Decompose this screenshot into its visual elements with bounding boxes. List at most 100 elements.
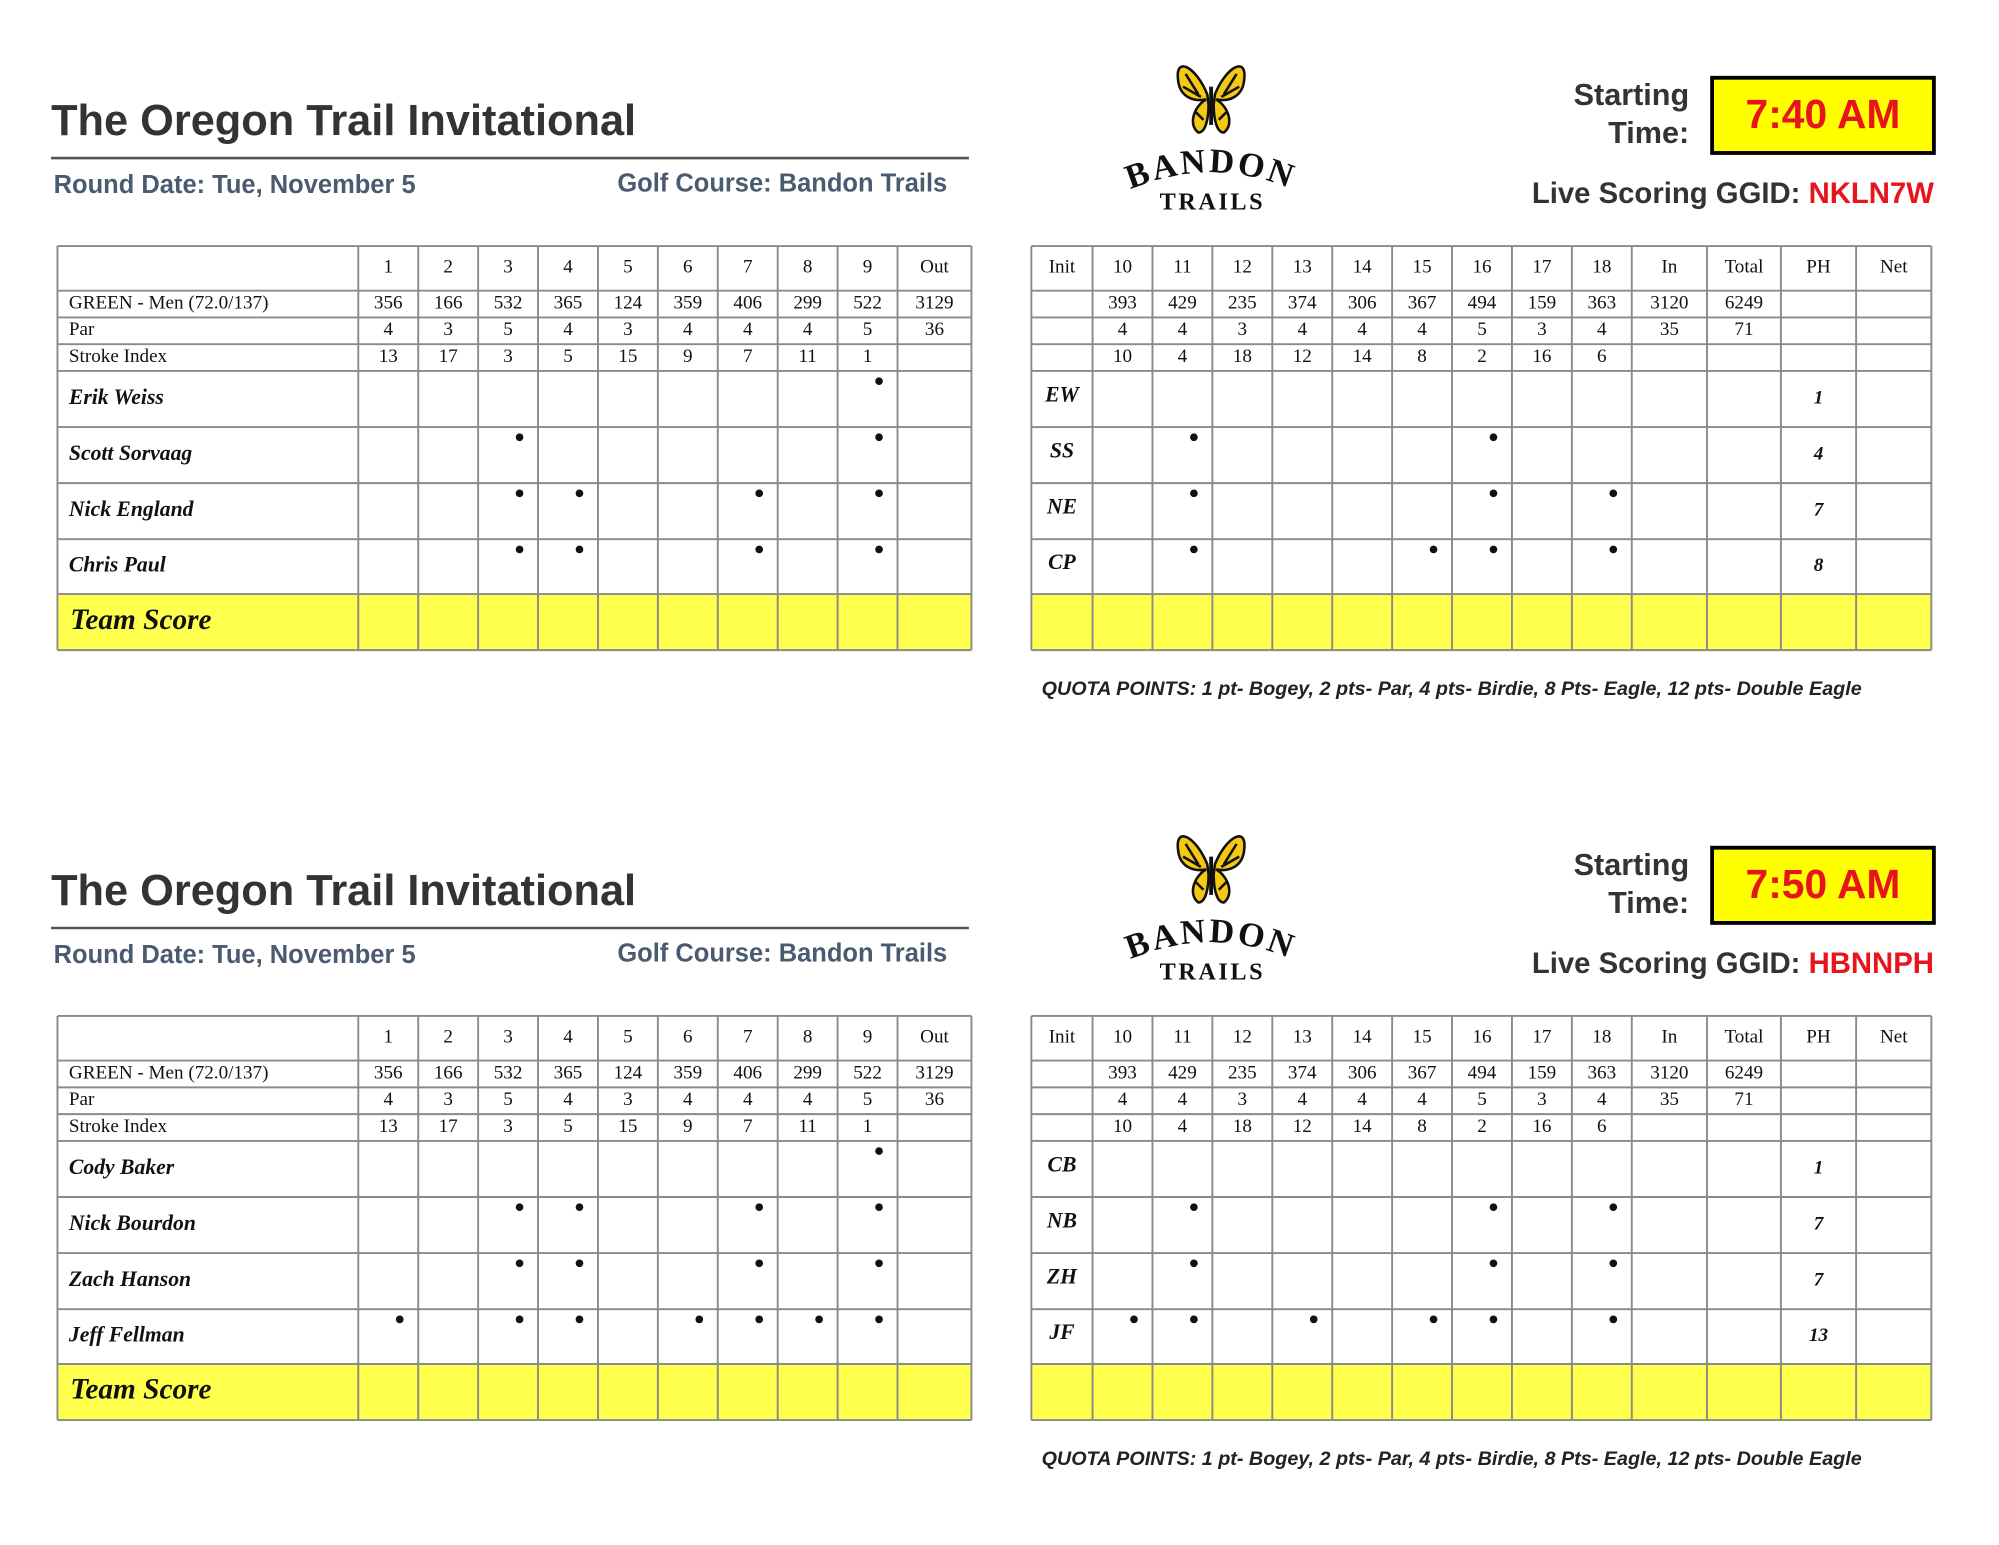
hole-header: 8 xyxy=(803,257,813,278)
stroke-dot xyxy=(395,1315,404,1324)
starting-time: 7:50 AM xyxy=(1746,861,1901,907)
par: 4 xyxy=(803,1089,813,1110)
stroke-dot xyxy=(1609,1315,1618,1324)
hole-header: 13 xyxy=(1293,1027,1312,1048)
stroke-index: 16 xyxy=(1532,1116,1551,1137)
par: 4 xyxy=(1118,319,1128,340)
hole-header: 12 xyxy=(1233,1027,1252,1048)
starting-time-box xyxy=(1710,75,1936,155)
yardage: 374 xyxy=(1288,292,1317,313)
playing-handicap: 7 xyxy=(1814,500,1825,521)
yardage: 494 xyxy=(1468,292,1497,313)
stroke-dot xyxy=(875,1203,883,1212)
hole-header: 4 xyxy=(563,257,573,278)
yardage: 363 xyxy=(1587,292,1616,313)
stroke-dot xyxy=(1609,489,1618,498)
stroke-dot xyxy=(515,545,524,554)
player-name: Jeff Fellman xyxy=(68,1323,185,1347)
stroke-dot xyxy=(755,489,764,498)
yardage: 306 xyxy=(1348,1062,1377,1083)
team-score-fill xyxy=(1031,594,1932,651)
hole-header: 4 xyxy=(563,1027,573,1048)
starting-time-label: Time: xyxy=(1608,886,1689,920)
stroke-dot xyxy=(1190,1203,1198,1212)
yardage: 356 xyxy=(374,292,403,313)
scorecard: The Oregon Trail Invitational Round Date:… xyxy=(51,65,1936,700)
hole-header: In xyxy=(1661,1027,1677,1048)
hole-header: 11 xyxy=(1173,1027,1191,1048)
playing-handicap: 4 xyxy=(1813,443,1824,464)
hole-header: Out xyxy=(920,257,949,278)
stroke-index: 14 xyxy=(1353,346,1373,367)
yardage: 166 xyxy=(434,292,463,313)
player-initials: EW xyxy=(1044,382,1080,406)
hole-header: 9 xyxy=(863,257,873,278)
stroke-index: 15 xyxy=(618,1116,637,1137)
team-score-label: Team Score xyxy=(70,604,211,636)
hole-header: In xyxy=(1661,257,1677,278)
hole-header: 14 xyxy=(1353,1027,1373,1048)
ggid: NKLN7W xyxy=(1809,177,1935,210)
par: 71 xyxy=(1734,319,1753,340)
yardage: 363 xyxy=(1587,1062,1616,1083)
si-label: Stroke Index xyxy=(69,346,168,367)
yardage: 406 xyxy=(733,292,762,313)
player-initials: SS xyxy=(1050,439,1074,463)
hole-header: 10 xyxy=(1113,257,1132,278)
stroke-index: 17 xyxy=(439,346,458,367)
player-initials: NB xyxy=(1046,1208,1077,1232)
hole-header: 9 xyxy=(863,1027,873,1048)
stroke-dot xyxy=(875,1315,883,1324)
stroke-index: 17 xyxy=(439,1116,458,1137)
hole-header: 7 xyxy=(743,257,753,278)
stroke-dot xyxy=(1489,1315,1498,1324)
stroke-index: 5 xyxy=(563,346,573,367)
logo-sub: TRAILS xyxy=(1160,958,1265,985)
stroke-dot xyxy=(695,1315,704,1324)
stroke-dot xyxy=(1489,489,1498,498)
player-name: Scott Sorvaag xyxy=(69,441,193,465)
stroke-dot xyxy=(875,433,883,442)
par: 3 xyxy=(623,319,633,340)
par: 5 xyxy=(863,319,873,340)
stroke-index: 8 xyxy=(1417,1116,1427,1137)
stroke-dot xyxy=(575,1315,584,1324)
par: 4 xyxy=(563,319,573,340)
par: 4 xyxy=(383,319,393,340)
starting-time-label: Starting xyxy=(1574,78,1690,112)
hole-header: Out xyxy=(920,1027,949,1048)
hole-header: 5 xyxy=(623,1027,633,1048)
playing-handicap: 13 xyxy=(1809,1325,1829,1346)
stroke-dot xyxy=(755,545,764,554)
stroke-index: 18 xyxy=(1233,346,1252,367)
par: 4 xyxy=(1597,319,1607,340)
playing-handicap: 1 xyxy=(1814,387,1824,408)
tee-label: GREEN - Men (72.0/137) xyxy=(69,292,269,313)
scorecard: The Oregon Trail Invitational Round Date:… xyxy=(51,835,1936,1470)
hole-header: 3 xyxy=(503,1027,513,1048)
playing-handicap: 7 xyxy=(1814,1270,1825,1291)
stroke-index: 16 xyxy=(1532,346,1551,367)
logo-sub: TRAILS xyxy=(1160,189,1265,216)
stroke-index: 2 xyxy=(1477,346,1487,367)
stroke-dot xyxy=(515,433,524,442)
starting-time-label: Time: xyxy=(1608,116,1689,150)
starting-time-box xyxy=(1710,845,1936,925)
stroke-dot xyxy=(1190,545,1198,554)
yardage: 3129 xyxy=(915,1062,953,1083)
player-initials: NE xyxy=(1046,495,1077,519)
stroke-dot xyxy=(515,489,524,498)
yardage: 6249 xyxy=(1725,292,1763,313)
hole-header: 16 xyxy=(1472,257,1491,278)
hole-header: 15 xyxy=(1413,257,1432,278)
stroke-index: 13 xyxy=(379,1116,398,1137)
stroke-dot xyxy=(1190,433,1198,442)
hole-header: 7 xyxy=(743,1027,753,1048)
yardage: 429 xyxy=(1168,292,1197,313)
stroke-dot xyxy=(1429,545,1438,554)
front-nine-table: 1 2 3 4 5 6 7 8 9 Out GREEN - Men (72.0/137) Par Str… xyxy=(56,1015,973,1422)
hole-header: 13 xyxy=(1293,257,1312,278)
player-name: Chris Paul xyxy=(69,553,166,577)
yardage: 532 xyxy=(494,292,523,313)
